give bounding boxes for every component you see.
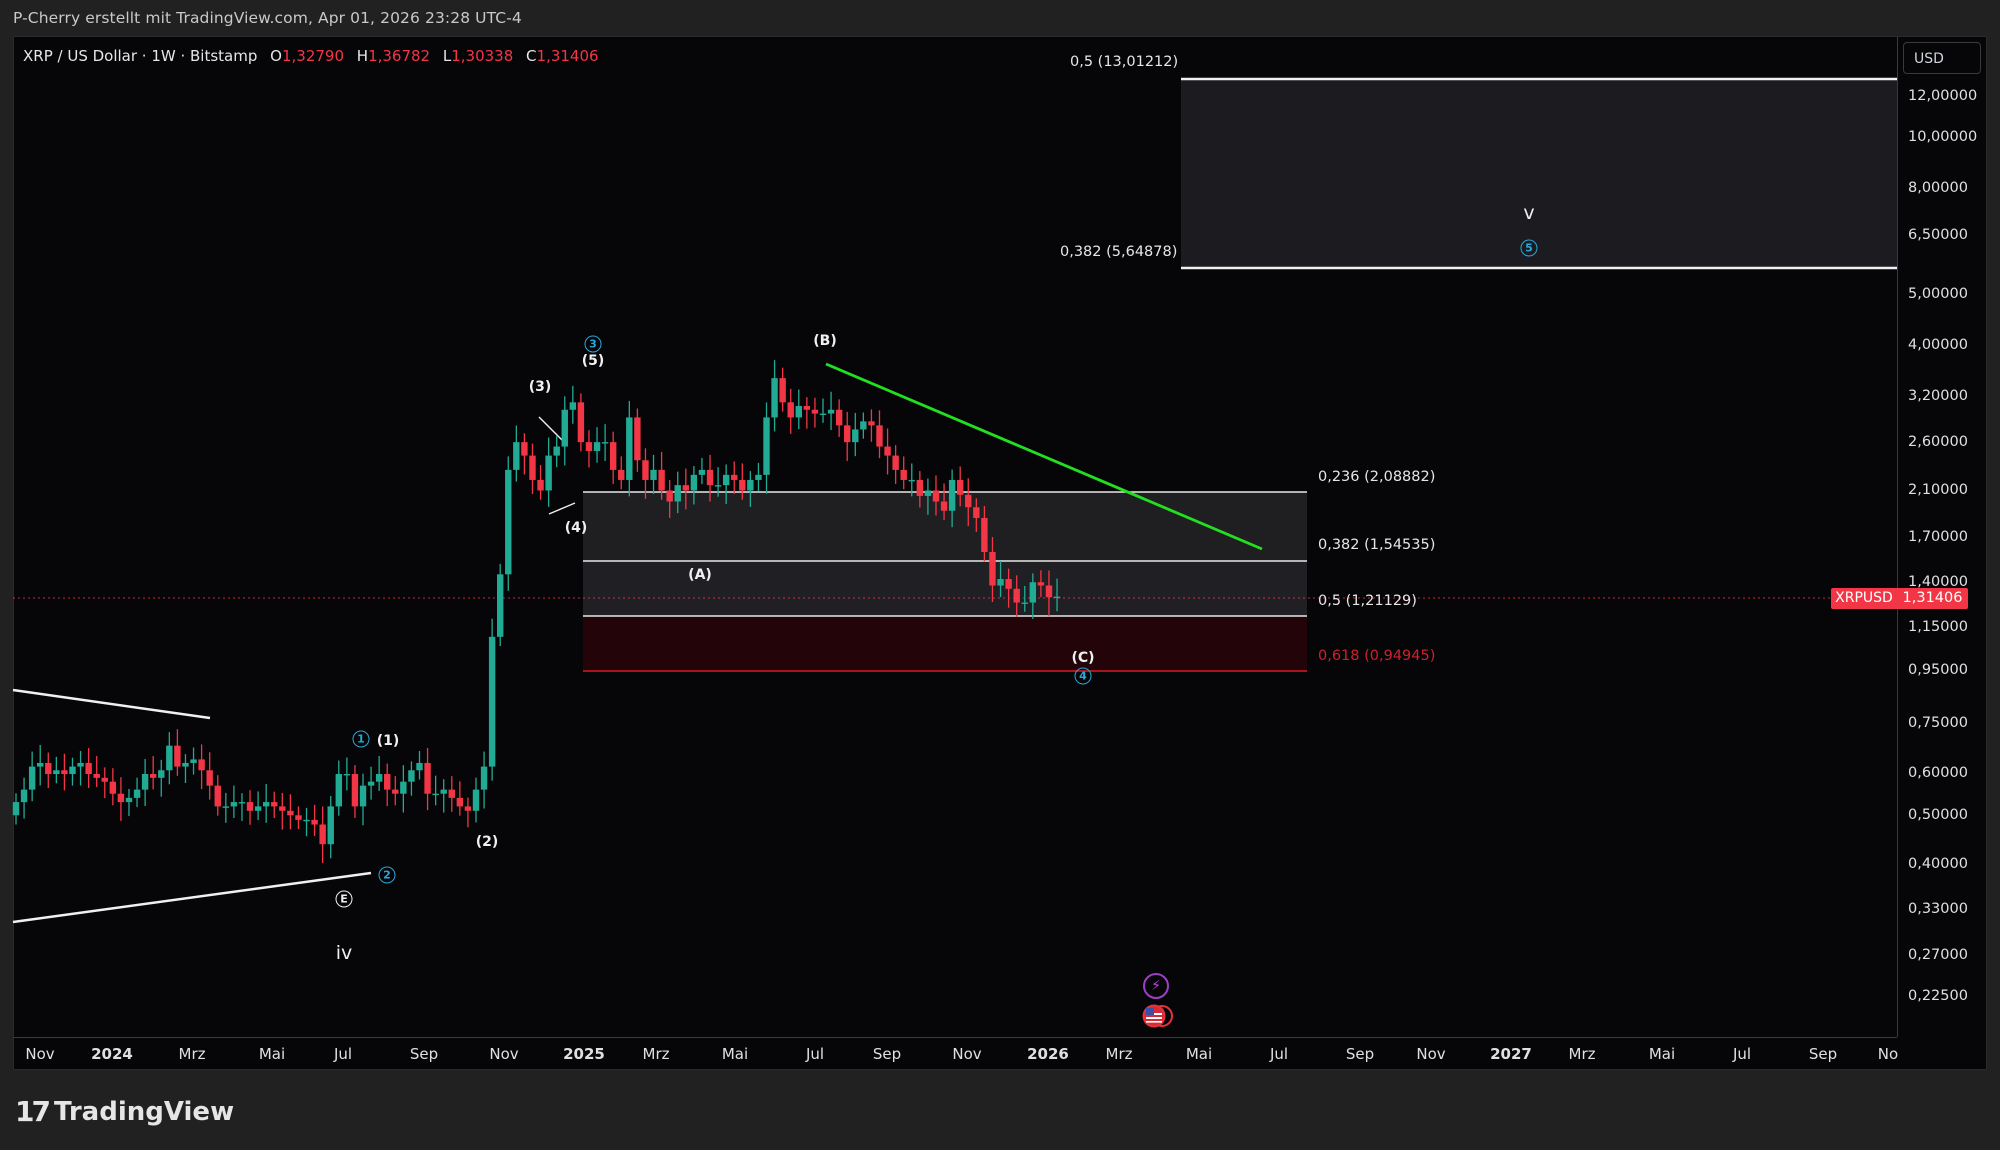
time-tick-label: Nov xyxy=(1416,1045,1446,1063)
time-tick-label: Mai xyxy=(258,1045,286,1063)
high-label: H xyxy=(356,47,369,65)
price-tick-label: 5,00000 xyxy=(1908,286,1968,302)
time-tick-label: 2024 xyxy=(91,1045,133,1063)
wave-label-B: (B) xyxy=(813,333,837,349)
wave-label-iv: iv xyxy=(335,942,353,964)
tradingview-logo-text: TradingView xyxy=(53,1096,235,1127)
price-axis[interactable] xyxy=(1897,37,1987,1037)
price-tick-label: 0,33000 xyxy=(1908,901,1968,917)
fib-lower-05-label: 0,5 (1,21129) xyxy=(1318,593,1417,609)
wave-label-A: (A) xyxy=(688,567,712,583)
price-tick-label: 6,50000 xyxy=(1908,227,1968,243)
price-tick-label: 0,75000 xyxy=(1908,715,1968,731)
price-tick-label: 10,00000 xyxy=(1908,129,1978,145)
last-price-badge: 1,31406 xyxy=(1897,588,1968,609)
time-tick-label: 2027 xyxy=(1490,1045,1532,1063)
price-tick-label: 12,00000 xyxy=(1908,88,1978,104)
high-value: 1,36782 xyxy=(368,47,431,65)
time-tick-label: Nov xyxy=(952,1045,982,1063)
low-label: L xyxy=(442,47,452,65)
time-tick-label: Nov xyxy=(25,1045,55,1063)
wave-circle-2-icon: 2 xyxy=(378,866,396,884)
time-axis[interactable] xyxy=(13,1037,1897,1071)
price-tick-label: 2,10000 xyxy=(1908,482,1968,498)
symbol-title[interactable]: XRP / US Dollar · 1W · Bitstamp xyxy=(23,47,258,65)
time-tick-label: Sep xyxy=(1808,1045,1838,1063)
time-tick-label: Jul xyxy=(805,1045,825,1063)
price-tick-label: 4,00000 xyxy=(1908,337,1968,353)
time-tick-label: Jul xyxy=(1732,1045,1752,1063)
time-tick-label: Sep xyxy=(409,1045,439,1063)
us-flag-economic-event-icon[interactable] xyxy=(1142,1004,1176,1028)
open-label: O xyxy=(270,47,282,65)
wave-label-4-minor: (4) xyxy=(564,520,588,536)
price-tick-label: 0,27000 xyxy=(1908,947,1968,963)
fib-upper-0382-label: 0,382 (5,64878) xyxy=(1060,244,1178,260)
wave-label-v: v xyxy=(1523,202,1535,224)
price-tick-label: 1,70000 xyxy=(1908,529,1968,545)
fib-lower-0618-label: 0,618 (0,94945) xyxy=(1318,648,1436,664)
last-price-symbol-badge: XRPUSD xyxy=(1831,588,1897,609)
wave-circle-E-icon: E xyxy=(335,890,353,908)
time-tick-label: Sep xyxy=(1345,1045,1375,1063)
time-tick-label: Nov xyxy=(489,1045,519,1063)
price-tick-label: 0,95000 xyxy=(1908,662,1968,678)
price-tick-label: 3,20000 xyxy=(1908,388,1968,404)
time-tick-label: Mrz xyxy=(1105,1045,1133,1063)
lightning-event-icon[interactable]: ⚡ xyxy=(1143,973,1169,999)
wave-circle-5-icon: 5 xyxy=(1520,239,1538,257)
time-tick-label: Mrz xyxy=(642,1045,670,1063)
time-tick-label: Mai xyxy=(1648,1045,1676,1063)
price-tick-label: 0,50000 xyxy=(1908,807,1968,823)
close-value: 1,31406 xyxy=(536,47,599,65)
time-tick-label: Jul xyxy=(1269,1045,1289,1063)
wave-label-2-minor: (2) xyxy=(475,834,499,850)
time-tick-label: Sep xyxy=(872,1045,902,1063)
time-tick-label: 2025 xyxy=(563,1045,605,1063)
price-tick-label: 1,15000 xyxy=(1908,619,1968,635)
time-tick-label: Mrz xyxy=(1568,1045,1596,1063)
wave-circle-1-icon: 1 xyxy=(352,730,370,748)
time-tick-label: 2026 xyxy=(1027,1045,1069,1063)
price-tick-label: 0,60000 xyxy=(1908,765,1968,781)
time-tick-label: Mai xyxy=(721,1045,749,1063)
fib-upper-05-label: 0,5 (13,01212) xyxy=(1070,54,1179,70)
tradingview-logo-icon: 17 xyxy=(15,1095,51,1128)
fib-lower-0382-label: 0,382 (1,54535) xyxy=(1318,537,1436,553)
time-tick-label: No xyxy=(1877,1045,1899,1063)
time-tick-label: Jul xyxy=(333,1045,353,1063)
price-tick-label: 0,40000 xyxy=(1908,856,1968,872)
low-value: 1,30338 xyxy=(451,47,514,65)
chart-attribution: P-Cherry erstellt mit TradingView.com, A… xyxy=(13,9,522,27)
wave-label-5-minor: (5) xyxy=(581,353,605,369)
close-label: C xyxy=(526,47,537,65)
wave-circle-3-icon: 3 xyxy=(584,335,602,353)
price-tick-label: 8,00000 xyxy=(1908,180,1968,196)
currency-selector[interactable]: USD xyxy=(1903,42,1981,74)
wave-label-3-minor: (3) xyxy=(528,379,552,395)
time-tick-label: Mai xyxy=(1185,1045,1213,1063)
symbol-legend: XRP / US Dollar · 1W · Bitstamp O1,32790… xyxy=(23,47,599,65)
time-tick-label: Mrz xyxy=(178,1045,206,1063)
wave-label-1-minor: (1) xyxy=(376,733,400,749)
tradingview-logo[interactable]: 17 TradingView xyxy=(15,1095,234,1128)
price-tick-label: 1,40000 xyxy=(1908,574,1968,590)
price-tick-label: 0,22500 xyxy=(1908,988,1968,1004)
fib-lower-0236-label: 0,236 (2,08882) xyxy=(1318,469,1436,485)
wave-label-C: (C) xyxy=(1071,650,1095,666)
price-tick-label: 2,60000 xyxy=(1908,434,1968,450)
wave-circle-4-icon: 4 xyxy=(1074,667,1092,685)
open-value: 1,32790 xyxy=(281,47,344,65)
